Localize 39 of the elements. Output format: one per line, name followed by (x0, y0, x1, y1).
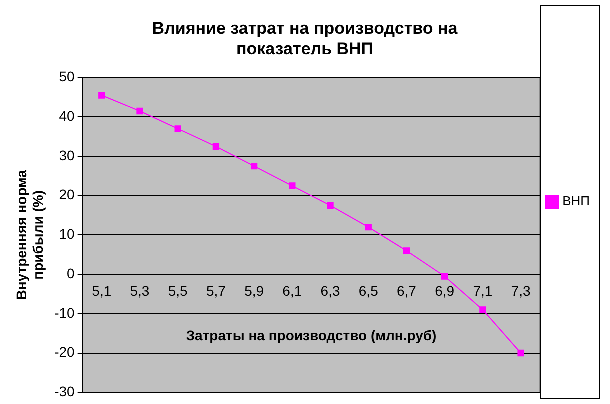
x-tick-label: 6,3 (320, 282, 340, 299)
y-tick-label: -20 (54, 344, 76, 360)
point (365, 224, 372, 231)
x-tick-label: 6,7 (396, 282, 417, 299)
x-tick-label: 5,7 (206, 282, 226, 299)
x-tick-label: 6,9 (435, 282, 455, 299)
y-tick-label: 50 (59, 68, 76, 85)
y-tick-label: 20 (59, 186, 76, 203)
point (136, 108, 144, 115)
point (174, 126, 182, 132)
y-tick-label: 10 (59, 226, 76, 242)
x-tick-label: 5,3 (130, 282, 150, 299)
x-tick-label: 6,5 (358, 282, 379, 299)
text: показатель ВНП (236, 39, 374, 58)
point (518, 350, 524, 357)
x-tick-label: 7,1 (473, 282, 493, 299)
text: Внутренняя норма (13, 170, 30, 300)
y-tick-label: 30 (59, 147, 76, 164)
x-tick-label: 5,5 (168, 282, 188, 299)
y-tick-label: -30 (54, 383, 76, 400)
y-tick-label: 0 (67, 265, 76, 282)
point (289, 182, 296, 190)
text: прибыли (%) (30, 190, 46, 280)
point (442, 273, 448, 280)
x-tick-label: 6,1 (282, 282, 302, 299)
x-tick-label: 5,1 (92, 282, 112, 299)
point (250, 163, 258, 170)
x-tick-label: 7,3 (511, 282, 531, 299)
point (98, 92, 106, 99)
text: Влияние затрат на производство на (152, 18, 458, 38)
y-tick-label: 40 (59, 108, 76, 124)
point (480, 306, 486, 314)
x-axis-title: Затраты на производство (млн.руб) (186, 328, 437, 344)
point (212, 143, 220, 150)
y-tick-label: -10 (54, 304, 76, 321)
point (403, 248, 410, 254)
legend-label: ВНП (562, 194, 590, 209)
x-tick-label: 5,9 (244, 282, 264, 299)
point (327, 202, 334, 210)
